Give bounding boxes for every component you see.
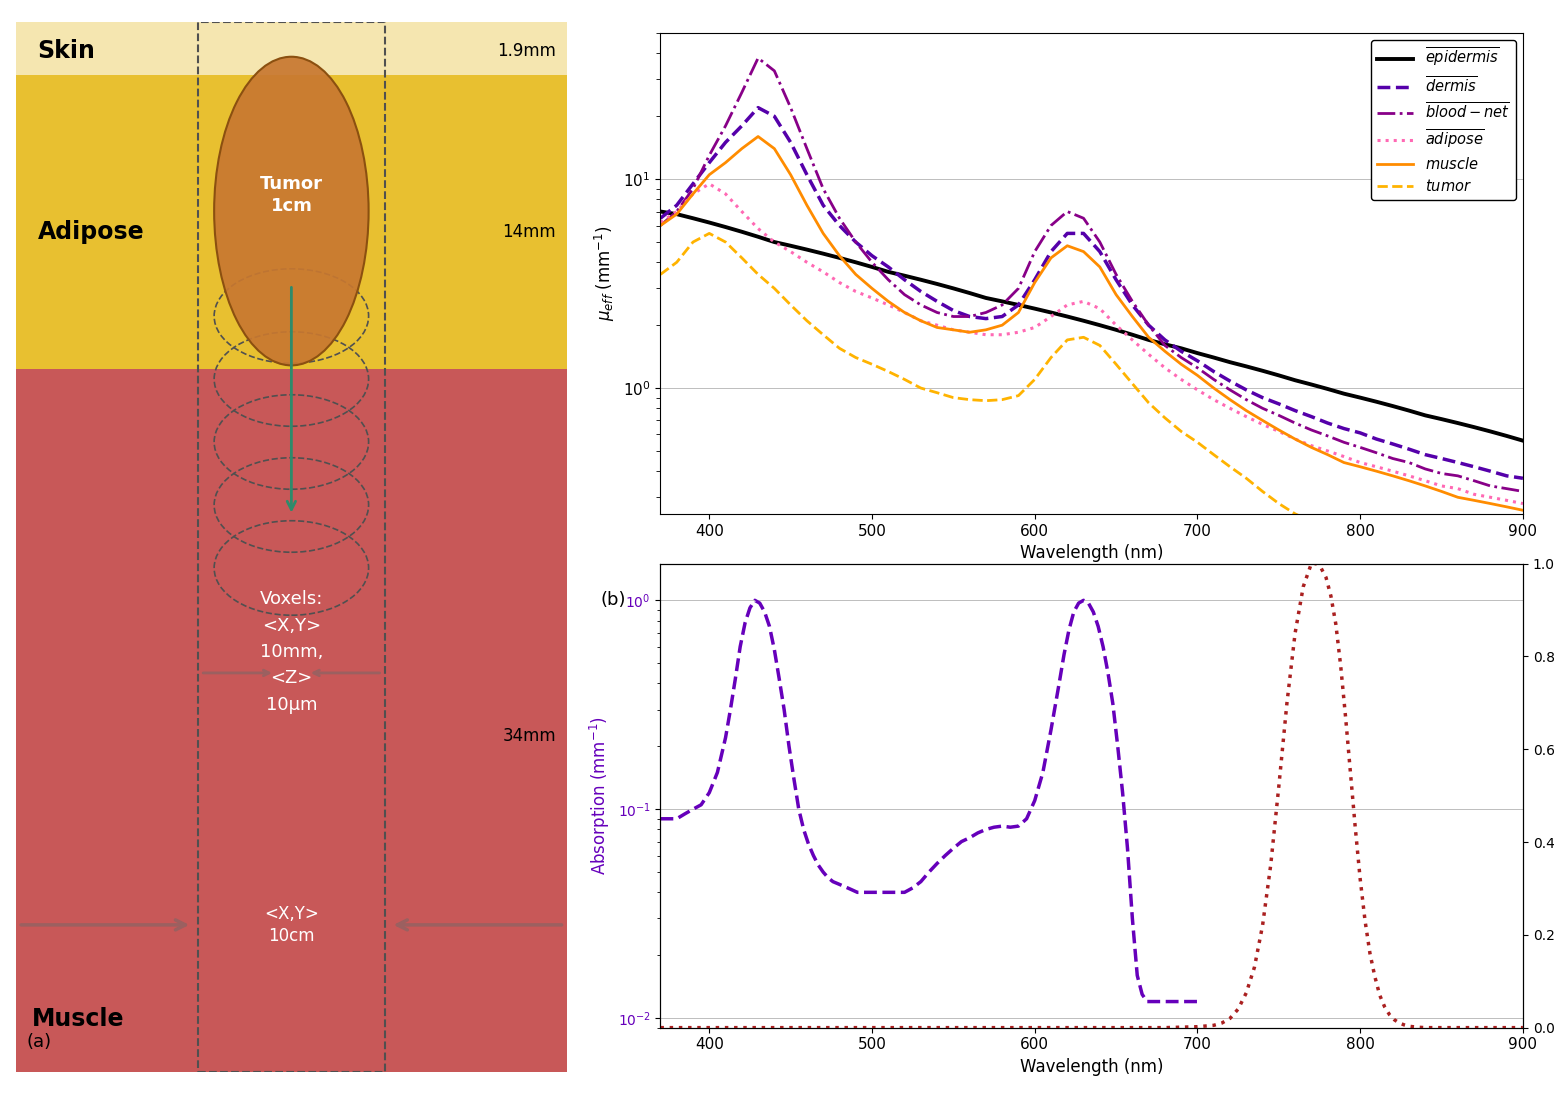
Bar (16, 368, 567, 1072)
Text: <X,Y>
10cm: <X,Y> 10cm (264, 905, 319, 945)
X-axis label: Wavelength (nm): Wavelength (nm) (1019, 544, 1164, 562)
Legend: $\overline{epidermis}$, $\overline{dermis}$, $\overline{blood-net}$, $\overline{: $\overline{epidermis}$, $\overline{dermi… (1371, 41, 1515, 200)
Text: Voxels:
<X,Y>
10mm,
<Z>
10μm: Voxels: <X,Y> 10mm, <Z> 10μm (260, 590, 323, 714)
X-axis label: Wavelength (nm): Wavelength (nm) (1019, 1057, 1164, 1076)
Text: 14mm: 14mm (502, 223, 556, 241)
Y-axis label: $\mu_{eff}$ (mm$^{-1}$): $\mu_{eff}$ (mm$^{-1}$) (594, 225, 617, 322)
Text: Tumor
1cm: Tumor 1cm (260, 176, 323, 215)
Text: Muscle: Muscle (33, 1008, 124, 1031)
Text: 34mm: 34mm (502, 727, 556, 745)
Ellipse shape (214, 56, 368, 366)
Text: Adipose: Adipose (37, 220, 145, 244)
Text: (b): (b) (600, 591, 626, 609)
Y-axis label: Absorption (mm$^{-1}$): Absorption (mm$^{-1}$) (587, 716, 612, 875)
Bar (16, 74, 567, 368)
Text: (a): (a) (26, 1033, 51, 1051)
Bar (16, 22, 567, 74)
Text: Skin: Skin (37, 40, 95, 63)
Text: 1.9mm: 1.9mm (497, 42, 556, 61)
